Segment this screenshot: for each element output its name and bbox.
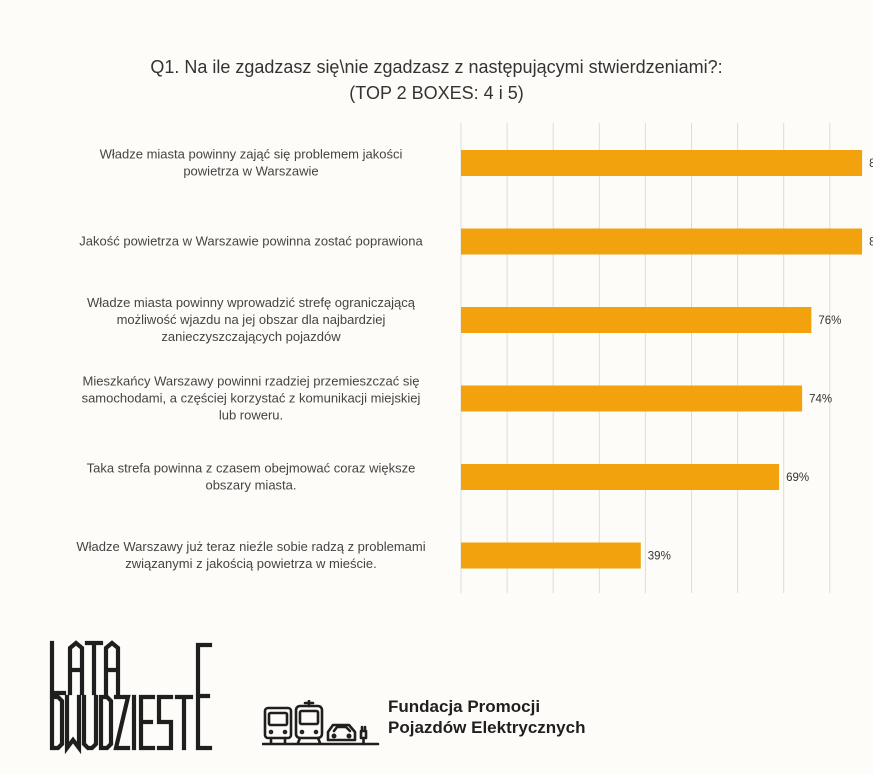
vehicles-icon xyxy=(262,700,380,746)
bar-5 xyxy=(461,464,780,490)
chart-title: Q1. Na ile zgadzasz się\nie zgadzasz z n… xyxy=(0,54,873,106)
category-label-4: Mieszkańcy Warszawy powinni rzadziej prz… xyxy=(82,374,421,423)
bar-1 xyxy=(461,150,863,176)
chart-value-labels: 87% 87% 76% 74% 69% 39% xyxy=(648,158,873,563)
value-label-3: 76% xyxy=(818,315,841,327)
bar-4 xyxy=(461,385,803,412)
chart-category-labels: Władze miasta powinny zająć się probleme… xyxy=(76,147,425,572)
chart-grid xyxy=(460,123,831,593)
chart-title-line1: Q1. Na ile zgadzasz się\nie zgadzasz z n… xyxy=(150,57,723,77)
category-label-3: Władze miasta powinny wprowadzić strefę … xyxy=(87,295,416,344)
category-label-2: Jakość powietrza w Warszawie powinna zos… xyxy=(79,234,423,249)
category-label-5: Taka strefa powinna z czasem obejmować c… xyxy=(87,461,416,493)
chart-title-line2: (TOP 2 BOXES: 4 i 5) xyxy=(349,83,524,103)
lata-dwudzieste-logo xyxy=(49,640,213,755)
fundacja-logo-line1: Fundacja Promocji xyxy=(388,697,541,716)
bar-6 xyxy=(461,542,641,569)
value-label-6: 39% xyxy=(648,551,671,563)
chart-bars xyxy=(461,150,863,569)
fundacja-logo-line2: Pojazdów Elektrycznych xyxy=(388,718,586,737)
bar-3 xyxy=(461,307,812,333)
value-label-5: 69% xyxy=(786,472,809,484)
bar-chart: Władze miasta powinny zająć się probleme… xyxy=(76,123,873,593)
value-label-1: 87% xyxy=(869,158,873,170)
fundacja-logo-text: Fundacja Promocji Pojazdów Elektrycznych xyxy=(388,696,585,738)
value-label-4: 74% xyxy=(809,394,832,406)
category-label-6: Władze Warszawy już teraz nieźle sobie r… xyxy=(76,539,425,571)
value-label-2: 87% xyxy=(869,237,873,249)
bar-2 xyxy=(461,228,863,255)
category-label-1: Władze miasta powinny zająć się probleme… xyxy=(100,147,403,179)
